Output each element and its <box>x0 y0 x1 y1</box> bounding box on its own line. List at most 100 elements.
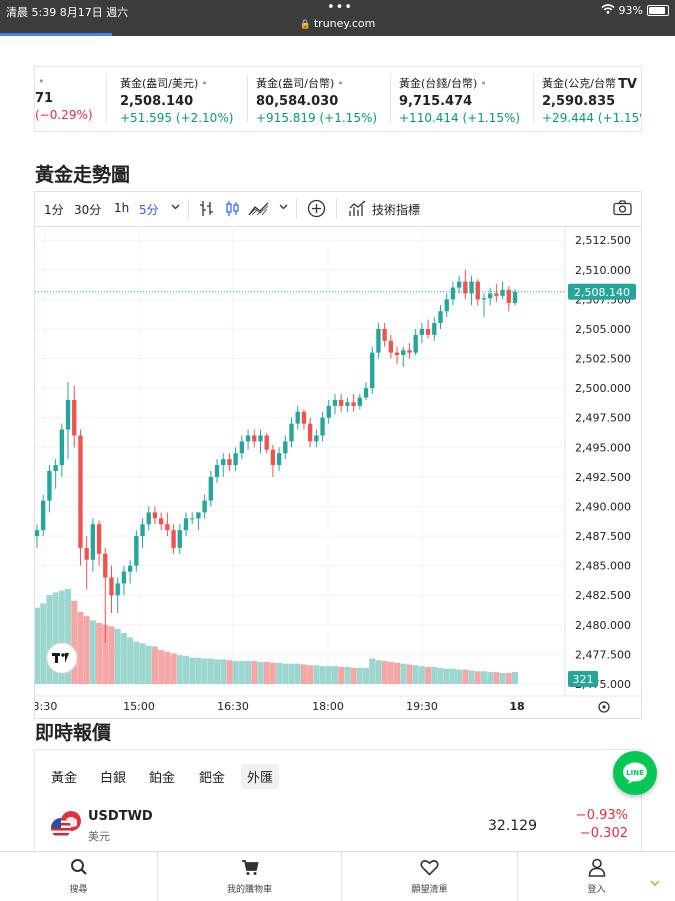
candle-body <box>146 512 151 525</box>
volume-bar <box>245 661 252 684</box>
volume-bar <box>418 666 425 684</box>
line-chat-button[interactable]: LINE <box>613 751 657 795</box>
ticker-item[interactable]: 黃金(盎司/美元) • 2,508.140 +51.595 (+2.10%) <box>120 77 234 125</box>
candle-body <box>469 281 474 294</box>
tab-palladium[interactable]: 鈀金 <box>199 771 226 786</box>
tradingview-logo[interactable]: TV <box>616 77 639 92</box>
tab-gold[interactable]: 黃金 <box>51 771 78 786</box>
candle-body <box>357 397 362 406</box>
candles-icon[interactable] <box>225 200 241 220</box>
candle-body <box>245 435 251 442</box>
volume-bar <box>307 665 314 684</box>
ticker-item[interactable]: 黃金(台錢/台幣) • 9,715.474 +110.414 (+1.15%) <box>399 77 521 125</box>
quote-row[interactable]: USDTWD 美元 32.129 −0.93% −0.302 <box>35 804 641 854</box>
candle-body <box>376 328 381 353</box>
interval-1h-button[interactable]: 1h <box>114 201 130 215</box>
volume-bar <box>331 666 338 684</box>
nav-login[interactable]: 登入 <box>518 852 675 901</box>
volume-bar <box>443 668 450 684</box>
volume-bar <box>300 664 307 684</box>
volume-bar <box>35 607 40 684</box>
y-tick-label: 2,485.000 <box>575 560 631 573</box>
nav-login-label: 登入 <box>587 885 606 895</box>
x-tick-label: 18:00 <box>312 700 344 713</box>
ticker-item[interactable]: • 71 (−0.29%) <box>35 75 93 122</box>
chevron-down-icon[interactable] <box>171 200 180 217</box>
ticker-name: 黃金(公克/台幣) <box>542 77 621 90</box>
x-tick-label: 18 <box>509 700 524 713</box>
candle-body <box>47 470 52 501</box>
candle-body <box>283 441 288 454</box>
candlestick-chart[interactable]: 2,512.5002,510.0002,507.5002,505.0002,50… <box>35 226 641 718</box>
volume-bar <box>77 611 84 684</box>
indicators-button[interactable]: 技術指標 <box>372 203 421 217</box>
user-icon <box>518 852 675 882</box>
ticker-item[interactable]: 黃金(公克/台幣)• 2,590.835 +29.444 (+1.15% <box>542 75 642 125</box>
candle-body <box>382 328 387 341</box>
volume-bar <box>512 672 518 684</box>
chevron-down-icon[interactable] <box>650 872 660 891</box>
interval-5m-button[interactable]: 5分 <box>139 203 159 217</box>
tab-silver[interactable]: 白銀 <box>100 771 127 786</box>
tradingview-logo-circle <box>46 642 78 674</box>
candle-body <box>506 289 511 303</box>
volume-bar <box>139 643 146 684</box>
volume-bar <box>214 659 221 684</box>
chevron-down-icon[interactable] <box>279 200 288 217</box>
candle-body <box>314 435 319 442</box>
y-tick-label: 2,497.500 <box>575 412 631 425</box>
more-dots-icon[interactable]: ••• <box>327 0 354 15</box>
volume-bar <box>46 594 53 684</box>
candle-body <box>326 405 331 418</box>
candle-body <box>158 518 164 525</box>
candle-body <box>134 536 139 566</box>
volume-bar <box>170 653 177 684</box>
camera-icon[interactable] <box>613 200 632 219</box>
bar-chart-icon[interactable] <box>199 200 215 220</box>
volume-bar <box>201 658 208 684</box>
candle-body <box>425 328 431 335</box>
tab-forex[interactable]: 外匯 <box>241 764 280 789</box>
address-bar[interactable]: 🔒 truney.com <box>0 17 675 30</box>
add-plus-icon[interactable] <box>307 199 326 221</box>
candle-body <box>419 328 425 335</box>
volume-bar <box>102 624 109 684</box>
candle-body <box>351 402 356 406</box>
volume-bar <box>83 616 90 684</box>
quote-price: 32.129 <box>488 818 537 834</box>
indicators-icon[interactable] <box>349 200 367 220</box>
candle-body <box>258 435 263 442</box>
ticker-price: 2,508.140 <box>120 94 194 109</box>
price-ticker[interactable]: • 71 (−0.29%) 黃金(盎司/美元) • 2,508.140 +51.5… <box>34 66 642 132</box>
tab-platinum[interactable]: 鉑金 <box>149 771 176 786</box>
nav-wishlist[interactable]: 願望清單 <box>342 852 517 901</box>
price-chart-widget[interactable]: 1分 30分 1h 5分 技術指標 2,512.500 2 <box>34 191 642 719</box>
volume-bar <box>493 672 500 684</box>
volume-bar <box>120 633 127 684</box>
volume-bar <box>226 660 233 684</box>
interval-30m-button[interactable]: 30分 <box>74 203 102 217</box>
candle-body <box>276 453 282 466</box>
candle-body <box>487 293 493 299</box>
nav-cart-label: 我的購物車 <box>226 885 272 895</box>
ticker-change: +110.414 (+1.15%) <box>399 111 521 125</box>
candle-body <box>121 571 127 584</box>
area-chart-icon[interactable] <box>248 200 270 220</box>
nav-search[interactable]: 搜尋 <box>0 852 157 901</box>
volume-bar <box>499 672 506 684</box>
candle-body <box>363 388 369 398</box>
volume-bar <box>238 661 245 684</box>
y-tick-label: 2,482.500 <box>575 589 631 602</box>
nav-cart[interactable]: 我的購物車 <box>158 852 341 901</box>
volume-bar <box>183 656 189 684</box>
volume-bar <box>400 663 407 684</box>
volume-bar <box>425 667 432 684</box>
volume-bar <box>195 657 202 684</box>
volume-label: 321 <box>573 673 594 686</box>
volume-bar <box>65 589 72 684</box>
interval-1m-button[interactable]: 1分 <box>44 203 64 217</box>
ticker-item[interactable]: 黃金(盎司/台幣) • 80,584.030 +915.819 (+1.15%) <box>256 77 378 125</box>
x-tick-label: 19:30 <box>406 700 438 713</box>
ticker-change: +29.444 (+1.15% <box>542 111 642 125</box>
volume-bar <box>127 637 134 684</box>
